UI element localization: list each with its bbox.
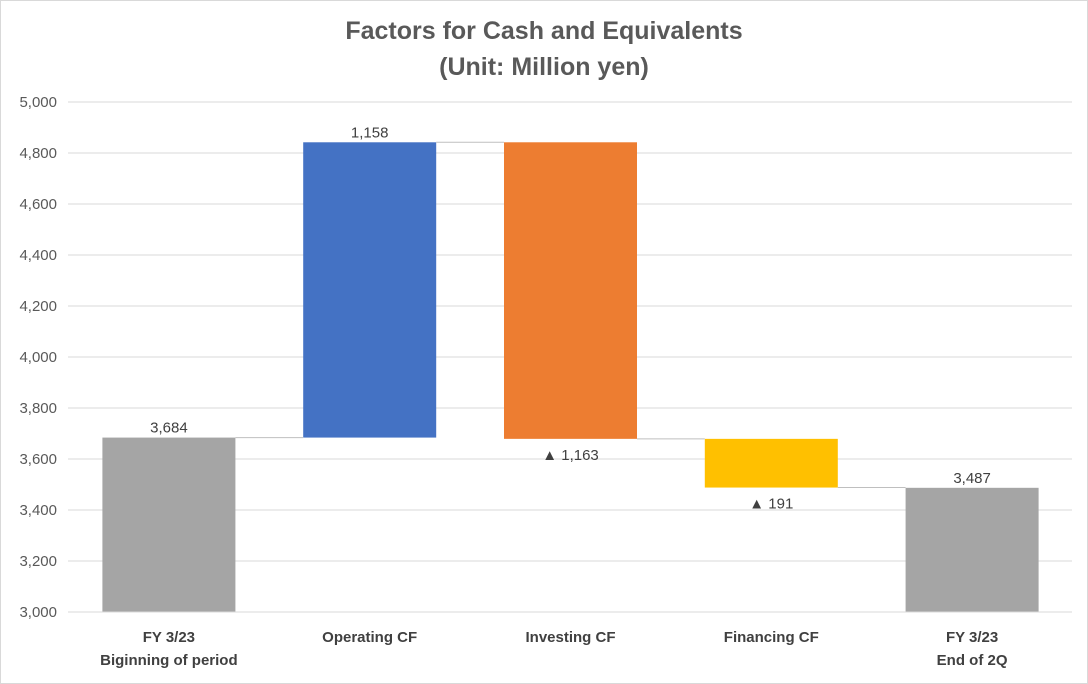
x-tick-label-line: Financing CF [723, 629, 819, 646]
x-tick-label-line: Investing CF [525, 629, 616, 646]
y-tick-label: 3,200 [19, 553, 57, 570]
bar-decrease [504, 142, 637, 439]
x-tick-label: Investing CF [476, 626, 666, 649]
data-label: ▲ 191 [749, 496, 793, 513]
y-tick-label: 5,000 [19, 94, 57, 111]
y-tick-label: 4,600 [19, 196, 57, 213]
y-tick-label: 4,400 [19, 247, 57, 264]
x-tick-label-line: End of 2Q [936, 652, 1008, 669]
x-tick-label-line: Operating CF [322, 629, 418, 646]
data-label: 1,158 [351, 124, 389, 141]
data-label: ▲ 1,163 [542, 447, 599, 464]
x-tick-label: FY 3/23 End of 2Q [877, 626, 1067, 672]
bar-increase [303, 142, 437, 438]
x-tick-label-line: Biginning of period [100, 652, 238, 669]
x-tick-label: FY 3/23 Biginning of period [74, 626, 264, 672]
y-tick-label: 3,000 [19, 604, 57, 621]
y-tick-label: 3,400 [19, 502, 57, 519]
x-tick-label-line: FY 3/23 [945, 629, 999, 646]
chart-title: Factors for Cash and Equivalents [345, 17, 743, 45]
data-label: 3,487 [953, 470, 991, 487]
y-tick-label: 4,000 [19, 349, 57, 366]
x-tick-label-line: FY 3/23 [142, 629, 196, 646]
x-tick-label: Financing CF [676, 626, 866, 649]
chart-subtitle: (Unit: Million yen) [439, 53, 649, 81]
y-tick-label: 3,600 [19, 451, 57, 468]
bar-total [102, 437, 236, 612]
y-tick-label: 3,800 [19, 400, 57, 417]
y-tick-label: 4,800 [19, 145, 57, 162]
y-tick-label: 4,200 [19, 298, 57, 315]
data-label: 3,684 [150, 420, 188, 437]
bar-total [905, 487, 1039, 612]
x-tick-label: Operating CF [275, 626, 465, 649]
bar-decrease [704, 438, 838, 488]
